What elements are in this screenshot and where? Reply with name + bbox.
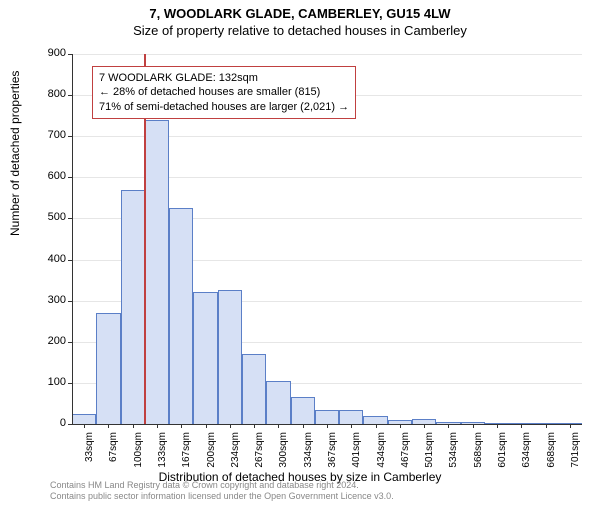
histogram-bar: [96, 313, 120, 424]
x-tick-label: 401sqm: [351, 432, 362, 472]
y-tick-label: 0: [38, 417, 66, 429]
histogram-bar: [363, 416, 387, 424]
x-tick-label: 467sqm: [400, 432, 411, 472]
x-tick-label: 367sqm: [327, 432, 338, 472]
footer-line2: Contains public sector information licen…: [50, 491, 394, 502]
x-tick-label: 33sqm: [84, 432, 95, 472]
x-tick-label: 668sqm: [546, 432, 557, 472]
y-tick-label: 200: [38, 335, 66, 347]
gridline: [72, 54, 582, 55]
x-tick-label: 434sqm: [376, 432, 387, 472]
chart-title-desc: Size of property relative to detached ho…: [0, 23, 600, 38]
histogram-bar: [315, 410, 339, 424]
histogram-bar: [218, 290, 242, 424]
x-tick-label: 334sqm: [303, 432, 314, 472]
footer-line1: Contains HM Land Registry data © Crown c…: [50, 480, 394, 491]
histogram-bar: [193, 292, 217, 424]
x-tick-label: 234sqm: [230, 432, 241, 472]
x-tick-label: 267sqm: [254, 432, 265, 472]
x-tick-label: 133sqm: [157, 432, 168, 472]
chart-plot-area: 010020030040050060070080090033sqm67sqm10…: [72, 54, 582, 424]
annotation-line: ← 28% of detached houses are smaller (81…: [99, 85, 349, 99]
annotation-line: 7 WOODLARK GLADE: 132sqm: [99, 71, 349, 85]
y-tick-label: 800: [38, 88, 66, 100]
y-tick-label: 500: [38, 211, 66, 223]
histogram-bar: [72, 414, 96, 424]
x-tick-label: 167sqm: [181, 432, 192, 472]
histogram-bar: [242, 354, 266, 424]
x-tick-label: 634sqm: [521, 432, 532, 472]
histogram-bar: [339, 410, 363, 424]
histogram-bar: [121, 190, 145, 424]
x-tick-label: 568sqm: [473, 432, 484, 472]
x-tick-label: 200sqm: [206, 432, 217, 472]
footer-attribution: Contains HM Land Registry data © Crown c…: [50, 480, 394, 502]
histogram-bar: [145, 120, 169, 424]
x-tick-label: 701sqm: [570, 432, 581, 472]
annotation-box: 7 WOODLARK GLADE: 132sqm← 28% of detache…: [92, 66, 356, 119]
x-tick-label: 300sqm: [278, 432, 289, 472]
y-tick-label: 900: [38, 47, 66, 59]
x-tick-label: 601sqm: [497, 432, 508, 472]
x-tick-label: 67sqm: [108, 432, 119, 472]
y-tick-label: 700: [38, 129, 66, 141]
histogram-bar: [291, 397, 315, 424]
histogram-bar: [169, 208, 193, 424]
x-tick-label: 501sqm: [424, 432, 435, 472]
annotation-line: 71% of semi-detached houses are larger (…: [99, 100, 349, 114]
chart-title-address: 7, WOODLARK GLADE, CAMBERLEY, GU15 4LW: [0, 6, 600, 21]
y-tick-label: 300: [38, 294, 66, 306]
x-axis-line: [72, 424, 582, 425]
x-tick-label: 534sqm: [448, 432, 459, 472]
x-tick-label: 100sqm: [133, 432, 144, 472]
y-tick-label: 400: [38, 253, 66, 265]
y-tick-label: 100: [38, 376, 66, 388]
y-axis-label: Number of detached properties: [8, 71, 22, 236]
y-tick-label: 600: [38, 170, 66, 182]
histogram-bar: [266, 381, 290, 424]
y-axis-line: [72, 54, 73, 424]
